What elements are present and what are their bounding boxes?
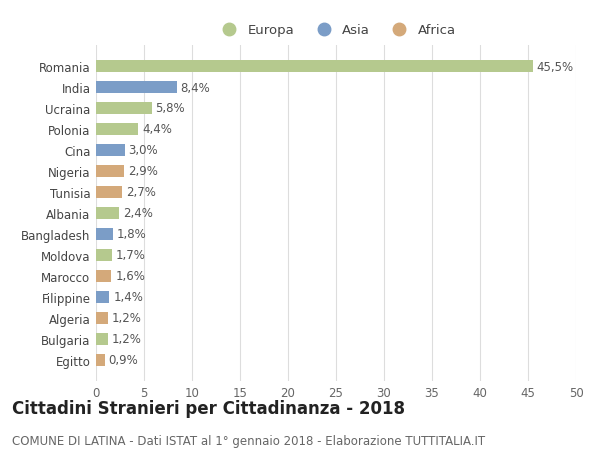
Legend: Europa, Asia, Africa: Europa, Asia, Africa bbox=[211, 19, 461, 43]
Bar bbox=[96, 229, 113, 240]
Text: 1,6%: 1,6% bbox=[115, 270, 145, 283]
Text: 1,7%: 1,7% bbox=[116, 249, 146, 262]
Bar bbox=[96, 103, 152, 114]
Bar bbox=[96, 291, 109, 303]
Text: 1,2%: 1,2% bbox=[112, 333, 141, 346]
Text: 45,5%: 45,5% bbox=[536, 61, 574, 73]
Bar bbox=[96, 166, 124, 177]
Bar bbox=[96, 124, 138, 135]
Bar bbox=[96, 207, 119, 219]
Text: 2,4%: 2,4% bbox=[123, 207, 153, 220]
Text: 1,4%: 1,4% bbox=[113, 291, 143, 304]
Text: COMUNE DI LATINA - Dati ISTAT al 1° gennaio 2018 - Elaborazione TUTTITALIA.IT: COMUNE DI LATINA - Dati ISTAT al 1° genn… bbox=[12, 434, 485, 447]
Bar bbox=[96, 187, 122, 198]
Bar bbox=[96, 354, 104, 366]
Bar bbox=[96, 145, 125, 157]
Bar bbox=[96, 250, 112, 261]
Text: Cittadini Stranieri per Cittadinanza - 2018: Cittadini Stranieri per Cittadinanza - 2… bbox=[12, 399, 405, 417]
Bar bbox=[96, 270, 112, 282]
Bar bbox=[96, 82, 176, 94]
Bar bbox=[96, 313, 107, 324]
Text: 1,8%: 1,8% bbox=[117, 228, 147, 241]
Bar bbox=[96, 61, 533, 73]
Text: 2,7%: 2,7% bbox=[126, 186, 155, 199]
Text: 3,0%: 3,0% bbox=[128, 144, 158, 157]
Text: 4,4%: 4,4% bbox=[142, 123, 172, 136]
Text: 8,4%: 8,4% bbox=[181, 81, 210, 94]
Text: 0,9%: 0,9% bbox=[109, 353, 138, 366]
Text: 2,9%: 2,9% bbox=[128, 165, 158, 178]
Text: 5,8%: 5,8% bbox=[155, 102, 185, 115]
Bar bbox=[96, 333, 107, 345]
Text: 1,2%: 1,2% bbox=[112, 312, 141, 325]
